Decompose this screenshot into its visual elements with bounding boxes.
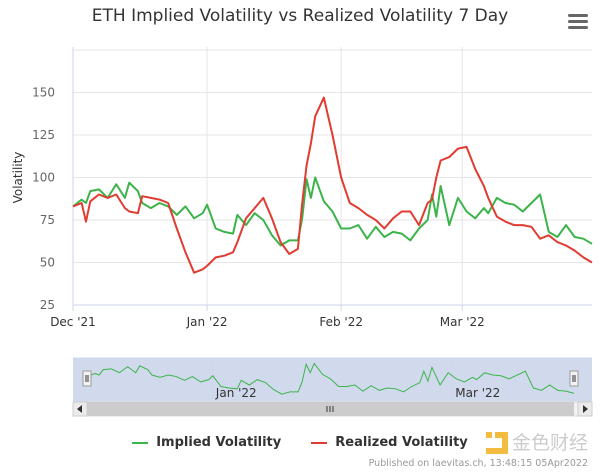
watermark-text: 金色财经 xyxy=(512,432,589,454)
y-axis-title: Volatility xyxy=(11,152,25,204)
navigator-tick-label: Jan '22 xyxy=(215,386,257,400)
hamburger-menu-icon[interactable] xyxy=(568,14,588,32)
y-tick-label: 100 xyxy=(32,171,55,185)
navigator-tick-label: Mar '22 xyxy=(455,386,500,400)
legend-item-implied[interactable]: Implied Volatility xyxy=(132,435,281,451)
legend-item-realized[interactable]: Realized Volatility xyxy=(311,435,468,451)
arrow-left-icon xyxy=(77,405,82,413)
legend-swatch-realized xyxy=(311,442,328,444)
y-tick-label: 75 xyxy=(40,213,55,227)
x-tick-label: Feb '22 xyxy=(319,315,363,329)
legend-label-realized: Realized Volatility xyxy=(335,435,468,450)
legend-swatch-implied xyxy=(132,442,149,444)
navigator-handle-right[interactable] xyxy=(569,370,579,387)
y-tick-label: 150 xyxy=(32,86,55,100)
y-tick-label: 125 xyxy=(32,128,55,142)
series-line xyxy=(72,96,593,274)
chart: 25 50 75 100 125 150 Dec '21 Jan '22 Feb '22 Mar … xyxy=(11,47,593,417)
watermark-logo: 金色财经 xyxy=(486,432,588,454)
y-tick-label: 25 xyxy=(40,298,55,312)
scrollbar xyxy=(72,401,593,417)
credits[interactable]: Published on laevitas.ch, 13:48:15 05Apr… xyxy=(368,458,588,469)
x-tick-label: Dec '21 xyxy=(50,315,96,329)
navigator-handle-left[interactable] xyxy=(82,370,92,387)
navigator-series-line xyxy=(86,362,575,395)
legend-label-implied: Implied Volatility xyxy=(156,435,282,450)
arrow-right-icon xyxy=(583,405,588,413)
series-line xyxy=(72,176,593,247)
navigator: Jan '22 Mar '22 xyxy=(73,357,592,402)
chart-title: ETH Implied Volatility vs Realized Volat… xyxy=(91,6,509,26)
x-tick-label: Jan '22 xyxy=(186,315,228,329)
legend: Implied Volatility Realized Volatility xyxy=(0,435,600,451)
x-tick-label: Mar '22 xyxy=(440,315,485,329)
y-tick-label: 50 xyxy=(40,256,55,270)
watermark-logo-icon xyxy=(486,432,508,454)
series-implied xyxy=(72,176,593,247)
series-realized xyxy=(72,96,593,274)
navigator-mask xyxy=(73,358,592,402)
